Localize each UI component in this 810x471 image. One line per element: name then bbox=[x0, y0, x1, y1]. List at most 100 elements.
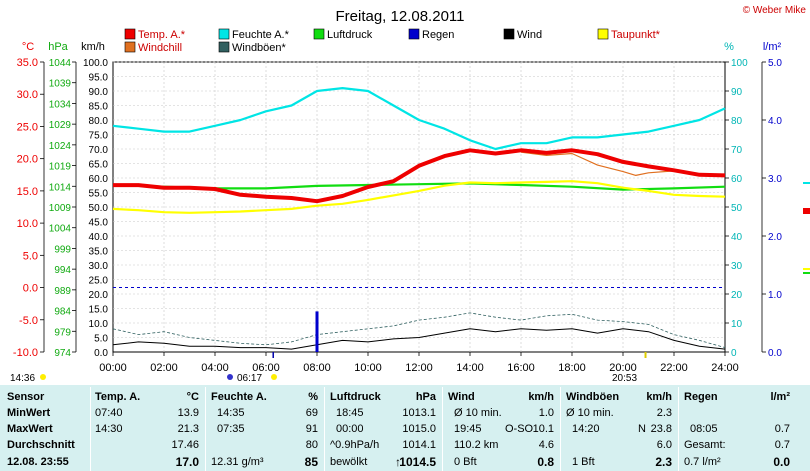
wind-tick-label: 70.0 bbox=[89, 145, 109, 156]
legend-label-3: Regen bbox=[422, 29, 454, 41]
temp-tick-label: -5.0 bbox=[19, 315, 38, 327]
humidity-tick-label: 0 bbox=[731, 348, 737, 359]
stats-temp-min-time: 07:40 bbox=[95, 407, 123, 419]
stats-rain-now: 0.0 bbox=[773, 455, 790, 469]
wind-tick-label: 30.0 bbox=[89, 261, 109, 272]
sun-icon bbox=[40, 374, 46, 380]
pressure-tick-label: 1029 bbox=[49, 120, 72, 131]
legend-label-4: Wind bbox=[517, 29, 542, 41]
pressure-tick-label: 1014 bbox=[49, 182, 72, 193]
stats-gust-max: 23.8 bbox=[650, 423, 672, 435]
stats-wind-run: 110.2 km bbox=[454, 439, 499, 451]
stats-temp-now: 17.0 bbox=[175, 455, 199, 469]
temp-tick-label: 20.0 bbox=[17, 154, 38, 166]
x-tick-label: 18:00 bbox=[558, 362, 586, 374]
stats-wind-max: 10.1 bbox=[532, 423, 554, 435]
stats-humidity-min-time: 14:35 bbox=[217, 407, 245, 419]
plot-area bbox=[112, 61, 726, 353]
dewpoint-current-marker bbox=[803, 268, 810, 270]
humidity-line bbox=[112, 86, 726, 151]
legend-swatch-3 bbox=[408, 28, 420, 40]
x-axis: 00:00 02:00 04:00 06:00 08:00 10:00 12:00 14:00… bbox=[99, 352, 739, 374]
wind-tick-label: 25.0 bbox=[89, 276, 109, 287]
legend-swatch-6 bbox=[124, 41, 136, 53]
legend-swatch-5 bbox=[597, 28, 609, 40]
stats-gust-max-time: 14:20 bbox=[572, 423, 600, 435]
stats-rain-max-time: 08:05 bbox=[690, 423, 718, 435]
stats-humidity-min: 69 bbox=[305, 407, 318, 419]
wind-tick-label: 80.0 bbox=[89, 116, 109, 127]
stats-pressure-arrow-icon: ↑ bbox=[395, 455, 401, 469]
legend-swatch-4 bbox=[503, 28, 515, 40]
wind-tick-label: 35.0 bbox=[89, 247, 109, 258]
stats-temp-unit: °C bbox=[186, 391, 199, 403]
credit-label: © Weber Mike bbox=[743, 5, 807, 16]
wind-tick-label: 0.0 bbox=[94, 348, 108, 359]
wind-axis-header: km/h bbox=[81, 41, 105, 53]
temp-tick-label: 25.0 bbox=[17, 121, 38, 133]
pressure-tick-label: 999 bbox=[54, 244, 71, 255]
legend-label-6: Windchill bbox=[138, 42, 182, 54]
stats-pressure-max: 1015.0 bbox=[402, 423, 436, 435]
wind-tick-label: 90.0 bbox=[89, 87, 109, 98]
stats-gust-max-dir: N bbox=[638, 423, 646, 435]
stats-rain-total: 0.7 bbox=[774, 439, 790, 451]
dewpoint-line bbox=[112, 180, 726, 214]
wind-tick-label: 55.0 bbox=[89, 189, 109, 200]
wind-tick-label: 10.0 bbox=[89, 319, 109, 330]
gust-line bbox=[112, 312, 726, 348]
stats-pressure-min: 1013.1 bbox=[402, 407, 436, 419]
legend-label-5: Taupunkt* bbox=[611, 29, 661, 41]
wind-tick-label: 15.0 bbox=[89, 305, 109, 316]
stats-wind-now: 0.8 bbox=[537, 455, 554, 469]
chart-legend: Temp. A.* Feuchte A.* Luftdruck Regen Wind Ta… bbox=[124, 28, 661, 54]
stats-gust-avg10: 2.3 bbox=[656, 407, 672, 419]
wind-tick-label: 20.0 bbox=[89, 290, 109, 301]
legend-swatch-7 bbox=[218, 41, 230, 53]
stats-wind-avg10-label: Ø 10 min. bbox=[454, 407, 502, 419]
humidity-tick-label: 90 bbox=[731, 87, 743, 98]
wind-tick-label: 5.0 bbox=[94, 334, 108, 345]
stats-humidity-column: Feuchte A. % 14:35 69 07:35 91 80 12.31 … bbox=[206, 385, 324, 471]
stats-humidity-max-time: 07:35 bbox=[217, 423, 245, 435]
pressure-current-marker bbox=[803, 272, 810, 274]
temp-tick-label: 10.0 bbox=[17, 218, 38, 230]
temp-tick-label: 15.0 bbox=[17, 186, 38, 198]
humidity-tick-label: 50 bbox=[731, 203, 743, 214]
legend-swatch-2 bbox=[313, 28, 325, 40]
temp-tick-label: 5.0 bbox=[23, 250, 38, 262]
wind-tick-label: 50.0 bbox=[89, 203, 109, 214]
rain-tick-label: 0.0 bbox=[768, 348, 782, 359]
stats-gust-avg10-label: Ø 10 min. bbox=[566, 407, 614, 419]
stats-rain-total-label: Gesamt: bbox=[684, 439, 726, 451]
stats-pressure-unit: hPa bbox=[415, 391, 436, 403]
temp-axis-header: °C bbox=[22, 41, 34, 53]
statistics-panel: Sensor MinWert MaxWert Durchschnitt 12.0… bbox=[0, 385, 810, 471]
humidity-tick-label: 30 bbox=[731, 261, 743, 272]
humidity-tick-label: 60 bbox=[731, 174, 743, 185]
rain-bar bbox=[315, 311, 319, 352]
pressure-tick-label: 989 bbox=[54, 286, 71, 297]
sun-marks: 14:36 06:17 20:53 bbox=[10, 352, 647, 384]
temp-tick-label: 35.0 bbox=[17, 57, 38, 69]
stats-pressure-min-time: 18:45 bbox=[336, 407, 364, 419]
wind-tick-label: 65.0 bbox=[89, 160, 109, 171]
stats-rain-max: 0.7 bbox=[774, 423, 790, 435]
stats-humidity-abs: 12.31 g/m³ bbox=[211, 456, 264, 468]
stats-pressure-max-time: 00:00 bbox=[336, 423, 364, 435]
stats-wind-title: Wind bbox=[448, 391, 475, 403]
legend-swatch-1 bbox=[218, 28, 230, 40]
x-tick-label: 20:00 bbox=[609, 362, 637, 374]
stats-gust-bft: 1 Bft bbox=[572, 456, 595, 468]
wind-tick-label: 40.0 bbox=[89, 232, 109, 243]
stats-gust-avg: 6.0 bbox=[656, 439, 672, 451]
pressure-tick-label: 1044 bbox=[49, 58, 72, 69]
stats-gust-unit: km/h bbox=[646, 391, 672, 403]
x-tick-label: 04:00 bbox=[201, 362, 229, 374]
rain-tick-label: 3.0 bbox=[768, 174, 782, 185]
stats-pressure-column: Luftdruck hPa 18:45 1013.1 00:00 1015.0 … bbox=[325, 385, 442, 471]
pressure-tick-label: 1009 bbox=[49, 203, 72, 214]
wind-tick-label: 100.0 bbox=[83, 58, 108, 69]
legend-swatch-0 bbox=[124, 28, 136, 40]
